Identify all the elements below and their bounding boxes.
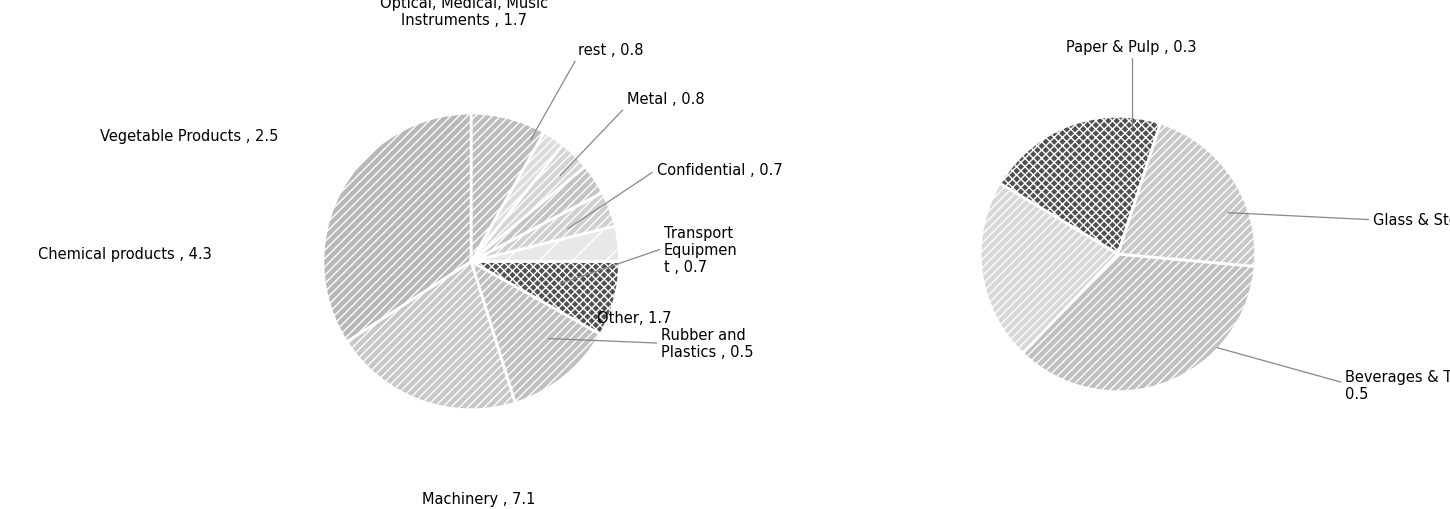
Wedge shape — [347, 262, 515, 410]
Text: Confidential , 0.7: Confidential , 0.7 — [657, 162, 783, 178]
Wedge shape — [323, 114, 471, 342]
Wedge shape — [471, 262, 619, 334]
Text: Rubber and
Plastics , 0.5: Rubber and Plastics , 0.5 — [661, 327, 754, 359]
Wedge shape — [999, 117, 1160, 254]
Text: Paper & Pulp , 0.3: Paper & Pulp , 0.3 — [1067, 40, 1198, 55]
Text: Machinery , 7.1: Machinery , 7.1 — [422, 491, 535, 506]
Wedge shape — [471, 167, 603, 262]
Text: Metal , 0.8: Metal , 0.8 — [626, 92, 705, 106]
Text: Beverages & Tobacco ,
0.5: Beverages & Tobacco , 0.5 — [1346, 369, 1450, 401]
Text: Other, 1.7: Other, 1.7 — [597, 310, 671, 326]
Text: Glass & Stone , 0.3: Glass & Stone , 0.3 — [1373, 213, 1450, 228]
Text: Chemical products , 4.3: Chemical products , 4.3 — [38, 247, 212, 262]
Wedge shape — [980, 184, 1118, 354]
Wedge shape — [471, 146, 586, 262]
Text: rest , 0.8: rest , 0.8 — [579, 43, 644, 58]
Wedge shape — [471, 193, 615, 262]
Wedge shape — [471, 133, 563, 262]
Wedge shape — [471, 227, 619, 262]
Wedge shape — [1118, 124, 1256, 267]
Text: Vegetable Products , 2.5: Vegetable Products , 2.5 — [100, 129, 278, 144]
Wedge shape — [1022, 254, 1256, 392]
Wedge shape — [471, 262, 600, 403]
Text: Transport
Equipmen
t , 0.7: Transport Equipmen t , 0.7 — [664, 225, 738, 275]
Wedge shape — [471, 114, 544, 262]
Text: Optical, Medical, Music
Instruments , 1.7: Optical, Medical, Music Instruments , 1.… — [380, 0, 548, 28]
